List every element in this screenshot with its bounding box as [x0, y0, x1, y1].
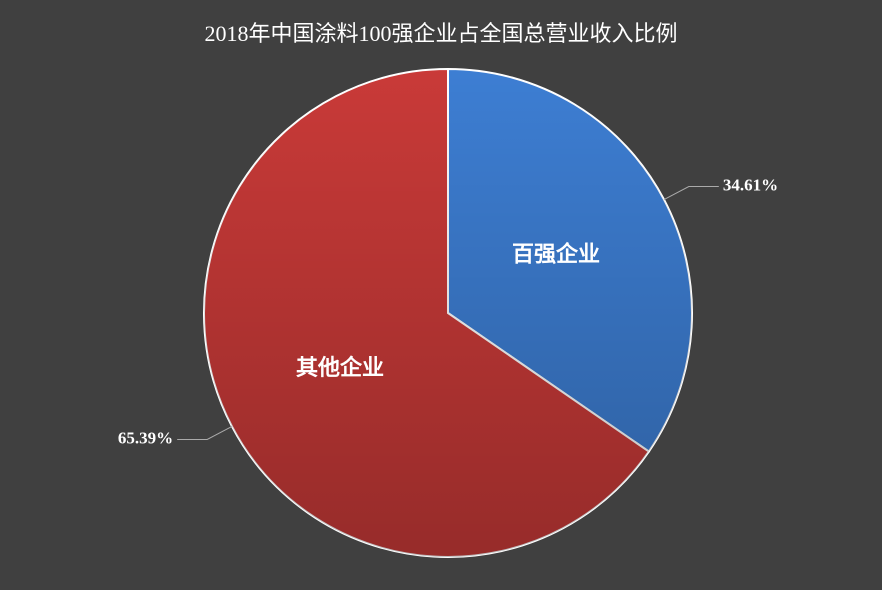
chart-title: 2018年中国涂料100强企业占全国总营业收入比例 — [204, 21, 677, 46]
value-label: 34.61% — [723, 175, 778, 194]
category-label: 其他企业 — [296, 355, 384, 380]
category-label: 百强企业 — [512, 241, 600, 266]
leader-line — [177, 425, 233, 440]
leader-line — [663, 186, 719, 201]
value-label: 65.39% — [118, 428, 173, 447]
